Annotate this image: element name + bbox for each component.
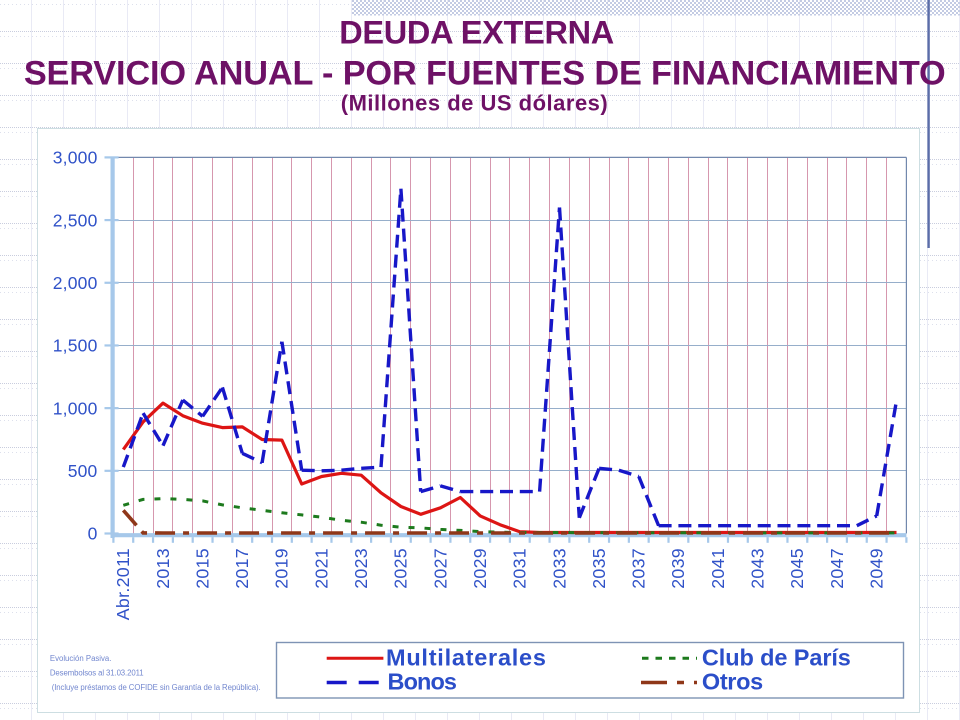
svg-text:(Incluye préstamos de COFIDE s: (Incluye préstamos de COFIDE sin Garantí… (52, 683, 261, 692)
svg-text:1,000: 1,000 (53, 398, 98, 418)
svg-text:Bonos: Bonos (388, 669, 457, 695)
svg-text:2023: 2023 (351, 548, 371, 589)
svg-text:2049: 2049 (867, 548, 887, 589)
svg-text:2019: 2019 (272, 548, 292, 589)
svg-text:DEUDA EXTERNA: DEUDA EXTERNA (339, 15, 614, 51)
svg-text:Club de París: Club de París (702, 645, 851, 671)
svg-text:SERVICIO ANUAL - POR FUENTES D: SERVICIO ANUAL - POR FUENTES DE FINANCIA… (24, 55, 946, 93)
svg-text:0: 0 (88, 524, 98, 544)
svg-text:2025: 2025 (391, 548, 411, 589)
svg-text:2047: 2047 (827, 548, 847, 589)
svg-text:Abr.2011: Abr.2011 (113, 548, 133, 620)
svg-text:3,000: 3,000 (53, 148, 98, 168)
svg-text:2027: 2027 (430, 548, 450, 589)
svg-text:2,500: 2,500 (53, 210, 98, 230)
svg-text:500: 500 (68, 461, 98, 481)
svg-text:2043: 2043 (748, 548, 768, 589)
svg-text:2017: 2017 (232, 548, 252, 589)
svg-text:2029: 2029 (470, 548, 490, 589)
svg-text:2041: 2041 (708, 548, 728, 589)
svg-text:2037: 2037 (629, 548, 649, 589)
svg-text:2021: 2021 (311, 548, 331, 589)
svg-text:2045: 2045 (787, 548, 807, 589)
svg-text:1,500: 1,500 (53, 336, 98, 356)
svg-text:2015: 2015 (192, 548, 212, 589)
svg-text:(Millones de US dólares): (Millones de US dólares) (341, 91, 609, 116)
svg-text:Evolución Pasiva.: Evolución Pasiva. (50, 654, 112, 663)
svg-text:2033: 2033 (549, 548, 569, 589)
svg-text:2039: 2039 (668, 548, 688, 589)
svg-text:2013: 2013 (153, 548, 173, 589)
svg-text:2035: 2035 (589, 548, 609, 589)
svg-text:Otros: Otros (702, 669, 763, 695)
svg-text:Multilaterales: Multilaterales (386, 645, 547, 671)
svg-text:2031: 2031 (510, 548, 530, 589)
svg-text:Desembolsos al 31.03.2011: Desembolsos al 31.03.2011 (50, 668, 144, 677)
svg-text:2,000: 2,000 (53, 273, 98, 293)
